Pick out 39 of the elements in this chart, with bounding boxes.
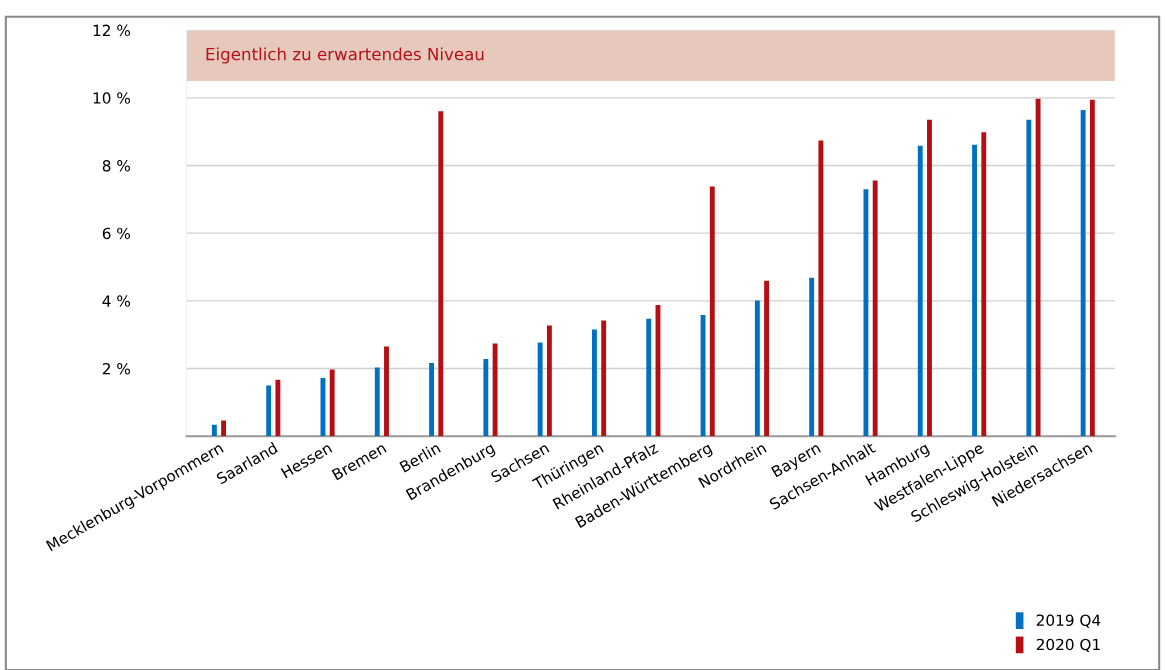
bar: [754, 300, 760, 437]
bar: [981, 132, 987, 437]
bar: [764, 280, 770, 437]
y-tick-label: 4 %: [102, 295, 130, 307]
bar: [266, 385, 272, 437]
bar: [483, 359, 489, 437]
y-tick-label: 8 %: [102, 159, 130, 172]
bar: [818, 140, 824, 437]
y-tick-label: 6 %: [102, 227, 130, 240]
bar: [1026, 119, 1032, 437]
y-tick-label: 12 %: [93, 24, 130, 37]
bar: [374, 367, 380, 437]
bar: [438, 111, 444, 437]
bar: [329, 369, 335, 437]
bar: [221, 420, 227, 437]
bar: [1035, 98, 1041, 437]
band-label: Eigentlich zu erwartendes Niveau: [206, 47, 484, 64]
bar: [917, 145, 923, 437]
bar: [537, 342, 543, 437]
bar: [601, 320, 607, 437]
bar: [809, 277, 815, 437]
bar: [592, 329, 597, 437]
bar: [927, 119, 932, 437]
bar: [275, 379, 281, 437]
bar: [709, 186, 715, 437]
legend-label: 2020 Q1: [1036, 638, 1100, 653]
y-tick-label: 2 %: [102, 362, 130, 375]
bar: [1089, 99, 1095, 437]
bar: [211, 424, 217, 437]
bar: [384, 346, 389, 437]
bar: [1080, 110, 1086, 437]
bar: [492, 343, 498, 437]
legend-label: 2019 Q4: [1036, 614, 1101, 628]
y-tick-label: 10 %: [93, 92, 130, 104]
bar: [646, 318, 652, 437]
bar: [972, 144, 977, 437]
bar: [429, 363, 434, 437]
bar: [872, 180, 878, 437]
bar: [546, 325, 552, 437]
